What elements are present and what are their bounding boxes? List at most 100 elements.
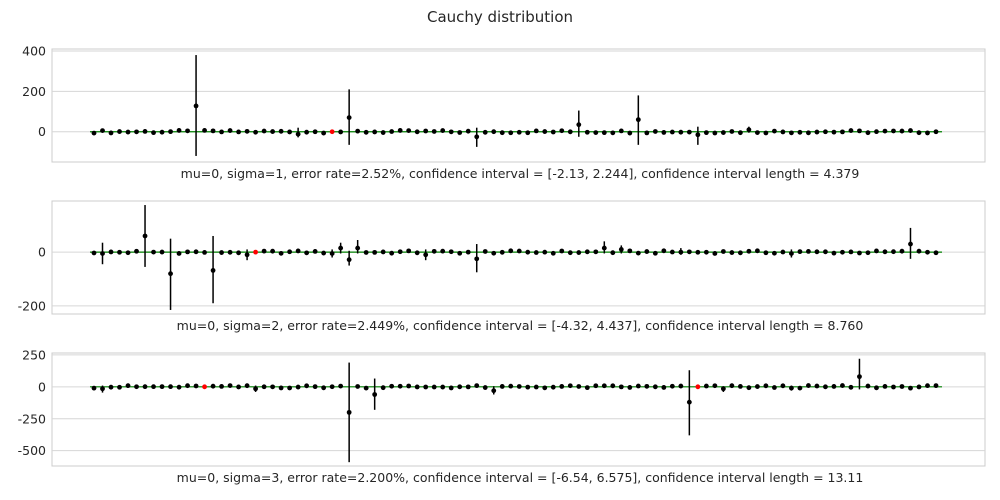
subplot-1-point-86 bbox=[814, 129, 820, 135]
subplot-2-point-55 bbox=[550, 250, 556, 256]
subplot-3-point-43 bbox=[448, 385, 454, 391]
subplot-2-point-79 bbox=[754, 248, 760, 254]
subplot-1-point-36 bbox=[389, 129, 395, 134]
subplot-1-point-24 bbox=[287, 129, 293, 135]
subplot-2-point-27 bbox=[312, 248, 318, 254]
subplot-2-point-35 bbox=[380, 249, 386, 255]
subplot-3-point-96 bbox=[899, 384, 905, 389]
subplot-1-point-61 bbox=[601, 130, 607, 136]
subplot-1-point-54 bbox=[542, 129, 548, 134]
subplot-3-point-53 bbox=[533, 384, 539, 390]
subplot-3-point-89 bbox=[840, 383, 845, 388]
subplot-1-point-96 bbox=[899, 128, 905, 134]
subplot-1-point-90 bbox=[848, 128, 854, 133]
subplot-3-point-54 bbox=[542, 385, 548, 391]
subplot-3-point-10 bbox=[168, 384, 173, 390]
subplot-3-point-17 bbox=[227, 383, 233, 388]
subplot-2-point-59 bbox=[584, 249, 590, 255]
subplot-2-point-83 bbox=[789, 251, 794, 256]
subplot-2-point-80 bbox=[763, 250, 769, 256]
subplot-3-point-33 bbox=[363, 385, 369, 391]
subplot-2-point-6 bbox=[134, 248, 139, 254]
subplot-1-point-58 bbox=[576, 122, 582, 128]
subplot-2-frame bbox=[51, 200, 986, 315]
subplot-3-point-20 bbox=[253, 386, 258, 392]
subplot-1-point-89 bbox=[840, 129, 845, 135]
subplot-3-point-49 bbox=[499, 384, 505, 389]
subplot-3-point-38 bbox=[406, 383, 412, 389]
subplot-2-point-65 bbox=[635, 250, 641, 256]
subplot-2-point-84 bbox=[797, 249, 803, 255]
subplot-3-point-34 bbox=[372, 392, 378, 397]
subplot-1-point-63 bbox=[618, 128, 624, 134]
subplot-3-point-41 bbox=[431, 384, 437, 390]
subplot-3-point-47 bbox=[482, 385, 488, 390]
subplot-3-point-77 bbox=[737, 383, 743, 389]
subplot-2-point-45 bbox=[465, 249, 471, 255]
subplot-3-point-66 bbox=[644, 383, 650, 389]
subplot-2-point-71 bbox=[686, 249, 692, 255]
subplot-2-point-40 bbox=[423, 252, 429, 258]
subplot-2-point-2 bbox=[100, 251, 105, 256]
subplot-2-point-60 bbox=[593, 249, 599, 255]
subplot-1-point-39 bbox=[414, 129, 420, 135]
subplot-2-point-46 bbox=[474, 256, 480, 262]
subplot-3-point-87 bbox=[823, 384, 828, 390]
subplot-1-point-45 bbox=[465, 128, 471, 134]
subplot-2-point-32 bbox=[355, 245, 361, 251]
subplot-3-point-75 bbox=[720, 386, 726, 392]
subplot-1-point-21 bbox=[261, 128, 267, 134]
subplot-1-point-33 bbox=[363, 129, 369, 135]
subplot-2-point-100 bbox=[933, 250, 939, 256]
subplot-3-point-78 bbox=[746, 385, 752, 391]
subplot-3-point-22 bbox=[270, 384, 276, 390]
subplot-2-point-4 bbox=[117, 249, 122, 255]
subplot-1-point-97 bbox=[908, 128, 913, 133]
subplot-3-point-16 bbox=[219, 383, 224, 389]
subplot-1-point-13 bbox=[193, 103, 199, 109]
subplot-3-frame bbox=[51, 352, 986, 467]
subplot-2-point-56 bbox=[559, 248, 565, 254]
subplot-1-point-84 bbox=[797, 129, 803, 135]
subplot-3-point-97 bbox=[908, 385, 913, 391]
subplot-3-point-4 bbox=[117, 384, 122, 390]
subplot-2-point-68 bbox=[661, 248, 667, 254]
subplot-1-point-88 bbox=[831, 129, 837, 135]
subplot-1-point-2 bbox=[100, 128, 105, 133]
subplot-1-point-56 bbox=[559, 128, 565, 134]
subplot-3-point-28 bbox=[321, 385, 327, 391]
subplot-3-point-11 bbox=[176, 384, 182, 390]
subplot-3-point-85 bbox=[806, 383, 811, 388]
subplot-3-point-1 bbox=[91, 385, 97, 391]
subplot-3-ytick-2: -250 bbox=[18, 411, 46, 426]
subplot-1-point-80 bbox=[763, 130, 769, 136]
subplot-1-point-44 bbox=[457, 130, 463, 135]
subplot-1-point-19 bbox=[244, 128, 250, 134]
subplot-3-point-9 bbox=[159, 384, 165, 390]
subplot-1-point-12 bbox=[185, 128, 190, 134]
subplot-3-point-50 bbox=[508, 383, 514, 389]
subplot-2-ytick-1: -200 bbox=[18, 298, 46, 313]
subplot-1-point-72 bbox=[695, 132, 701, 138]
subplot-1-point-85 bbox=[806, 130, 811, 136]
subplot-1-point-93 bbox=[874, 129, 879, 135]
subplot-1-point-57 bbox=[567, 129, 573, 135]
subplot-2-point-31 bbox=[346, 257, 352, 263]
subplot-2-point-62 bbox=[610, 250, 616, 256]
subplot-1-point-16 bbox=[219, 129, 224, 135]
subplot-3-point-42 bbox=[440, 384, 446, 390]
subplot-2-point-61 bbox=[601, 245, 607, 251]
subplot-2-point-26 bbox=[304, 250, 310, 256]
subplot-2-point-33 bbox=[363, 250, 369, 255]
subplot-1-point-74 bbox=[712, 130, 718, 136]
subplot-2-point-8 bbox=[151, 249, 156, 255]
subplot-1-point-32 bbox=[355, 128, 361, 134]
subplot-2-point-85 bbox=[806, 249, 811, 254]
subplot-3-point-40 bbox=[423, 384, 429, 390]
subplot-1-point-71 bbox=[686, 129, 692, 135]
subplot-1-point-64 bbox=[627, 130, 633, 136]
subplot-1-point-73 bbox=[703, 130, 709, 136]
subplot-2-ytick-2: 0 bbox=[38, 245, 46, 260]
subplot-1-point-27 bbox=[312, 129, 318, 135]
subplot-3-point-62 bbox=[610, 383, 616, 389]
